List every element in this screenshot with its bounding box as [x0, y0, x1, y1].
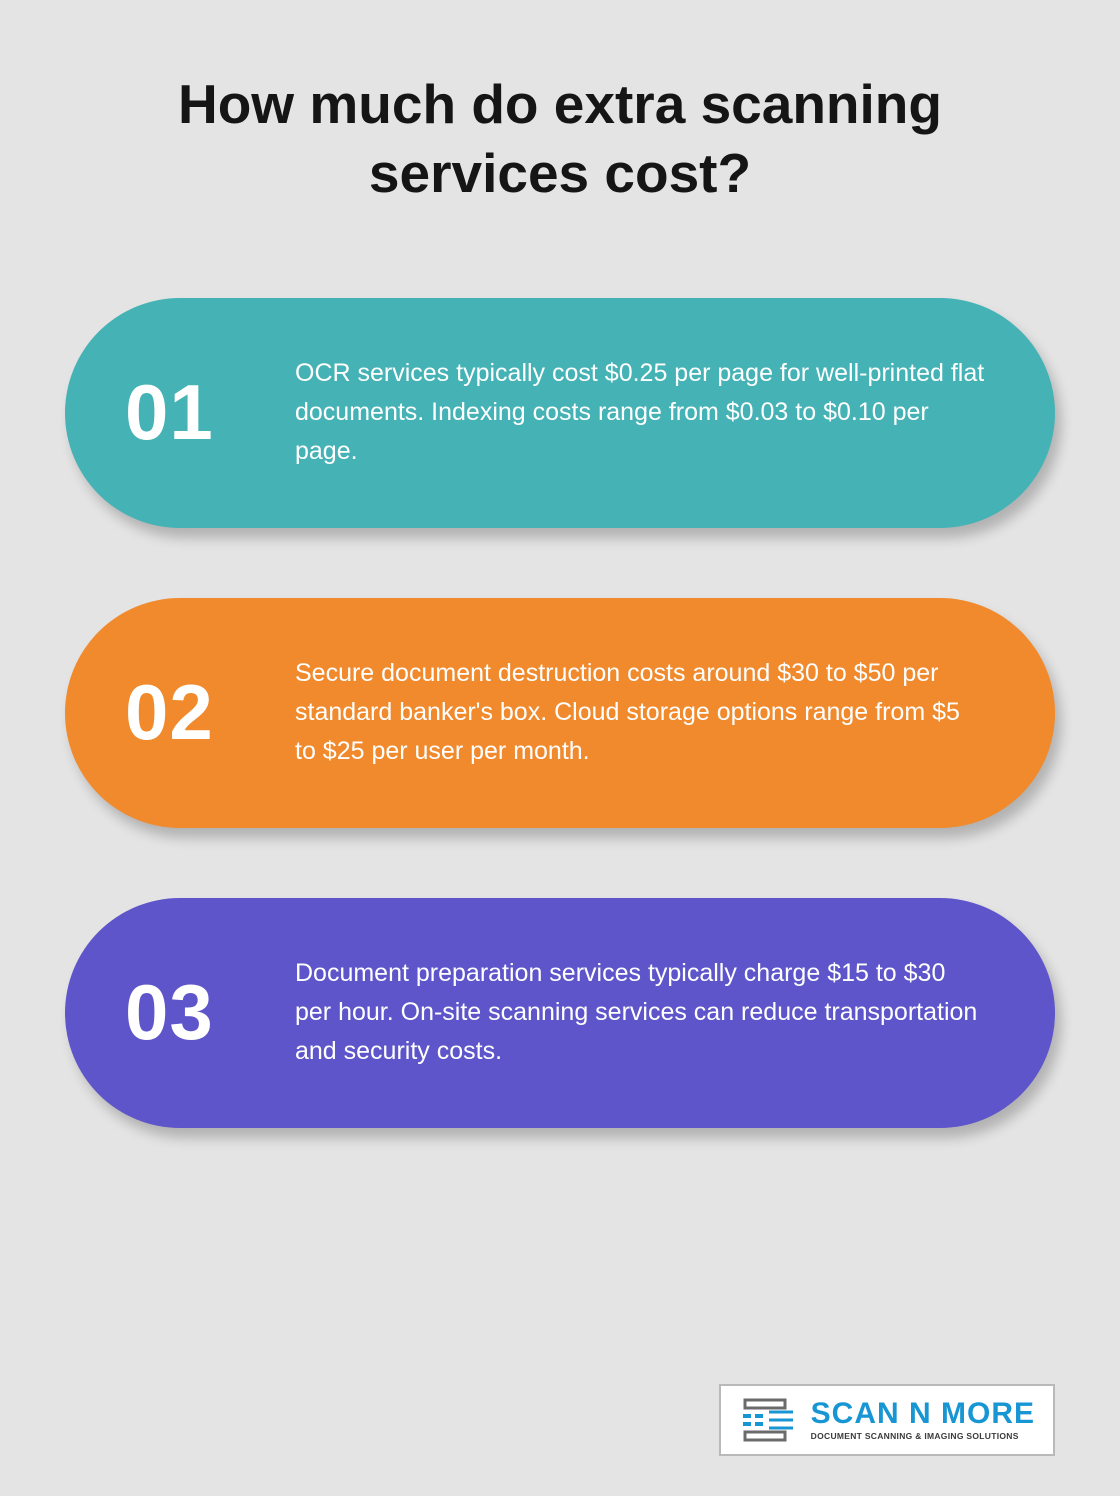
pill-number: 01: [125, 367, 295, 458]
pill-number: 03: [125, 967, 295, 1058]
info-pill-1: 01 OCR services typically cost $0.25 per…: [65, 298, 1055, 528]
info-pill-2: 02 Secure document destruction costs aro…: [65, 598, 1055, 828]
pill-description: OCR services typically cost $0.25 per pa…: [295, 354, 985, 470]
logo-sub-text: DOCUMENT SCANNING & IMAGING SOLUTIONS: [811, 1432, 1035, 1441]
pill-number: 02: [125, 667, 295, 758]
brand-logo: SCAN N MORE DOCUMENT SCANNING & IMAGING …: [719, 1384, 1055, 1456]
pill-description: Document preparation services typically …: [295, 954, 985, 1070]
page-title: How much do extra scanning services cost…: [65, 70, 1055, 208]
logo-main-text: SCAN N MORE: [811, 1399, 1035, 1429]
scanner-icon: [739, 1396, 797, 1444]
info-pill-3: 03 Document preparation services typical…: [65, 898, 1055, 1128]
logo-text: SCAN N MORE DOCUMENT SCANNING & IMAGING …: [811, 1399, 1035, 1441]
pill-description: Secure document destruction costs around…: [295, 654, 985, 770]
logo-container: SCAN N MORE DOCUMENT SCANNING & IMAGING …: [65, 1344, 1055, 1456]
pill-list: 01 OCR services typically cost $0.25 per…: [65, 298, 1055, 1128]
